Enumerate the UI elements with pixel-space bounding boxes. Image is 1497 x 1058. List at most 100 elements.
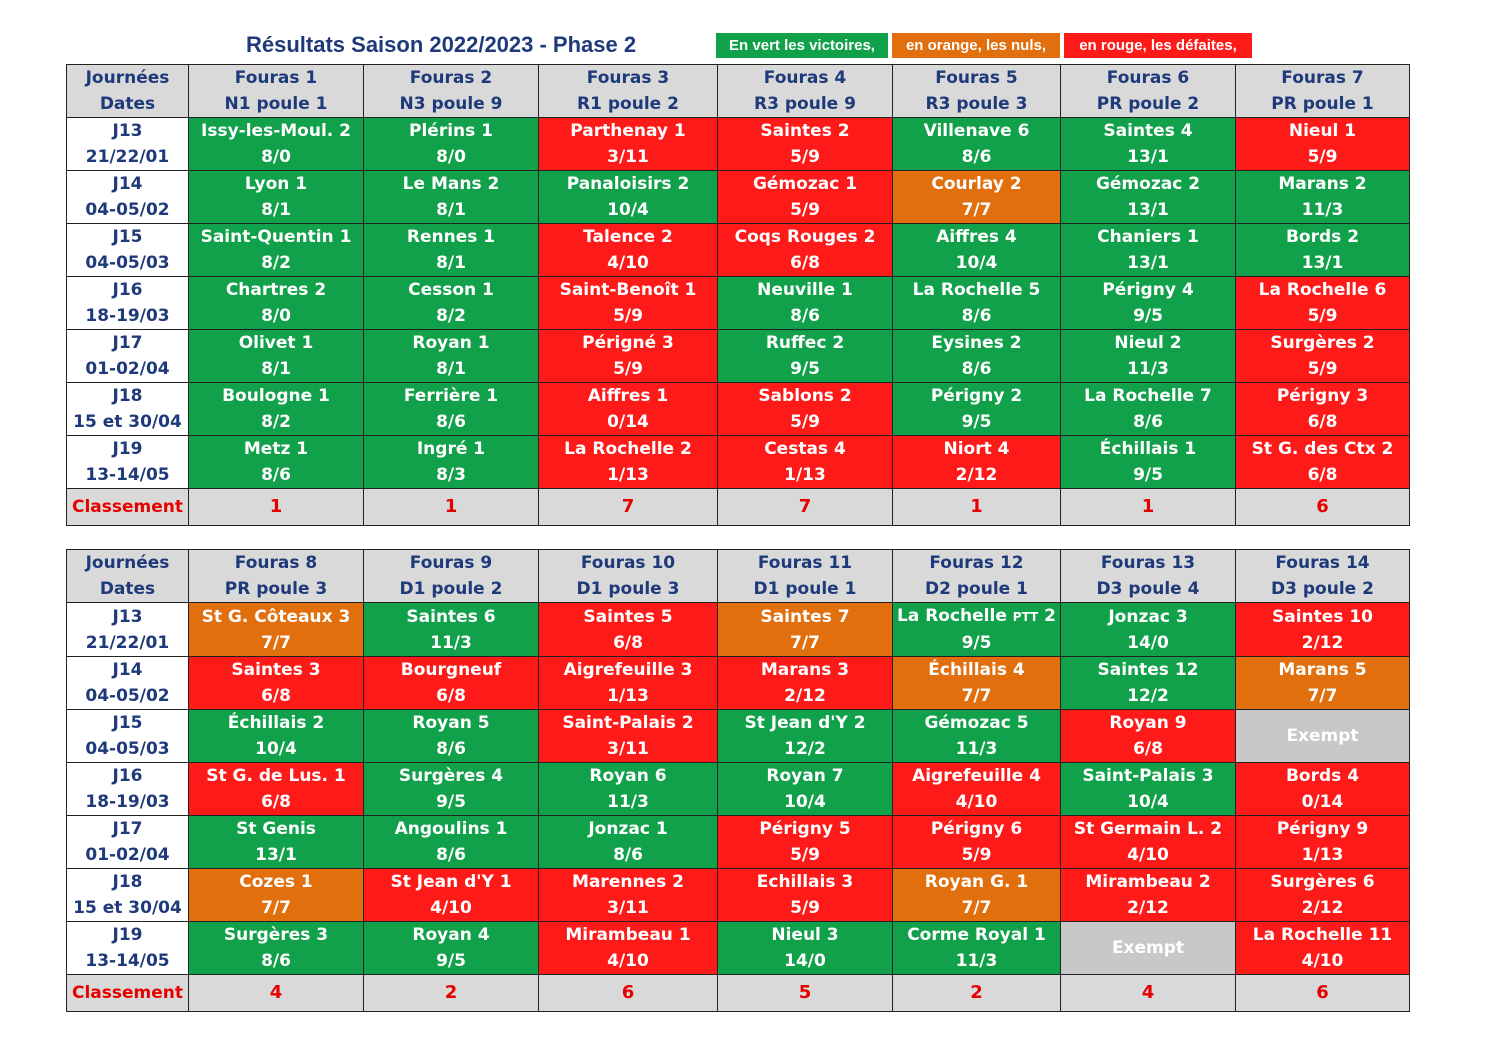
opponent-name: Marans 5 bbox=[1278, 660, 1367, 680]
opponent-name-main: La Rochelle bbox=[896, 606, 1013, 626]
match-score: 8/3 bbox=[436, 465, 466, 485]
match-score: 10/4 bbox=[784, 792, 826, 812]
day-number: J14 bbox=[112, 174, 143, 194]
ranking-row: Classement 4 2 6 5 2 4 6 bbox=[66, 974, 1410, 1012]
match-score: 6/8 bbox=[436, 686, 466, 706]
team-name: Fouras 7 bbox=[1281, 68, 1364, 88]
opponent-name: Saintes 2 bbox=[760, 121, 850, 141]
legend-losses: en rouge, les défaites, bbox=[1064, 33, 1252, 58]
team-division: N3 poule 9 bbox=[399, 94, 503, 114]
match-cell: St G. des Ctx 2 6/8 bbox=[1235, 435, 1410, 489]
day-date: 13-14/05 bbox=[85, 465, 170, 485]
team-header: Fouras 4 R3 poule 9 bbox=[717, 64, 893, 118]
team-header: Fouras 10 D1 poule 3 bbox=[538, 549, 718, 603]
day-number: J16 bbox=[112, 766, 143, 786]
match-score: 9/5 bbox=[790, 359, 820, 379]
match-cell: Saintes 5 6/8 bbox=[538, 602, 718, 657]
match-score: 10/4 bbox=[1127, 792, 1169, 812]
opponent-name: Échillais 4 bbox=[928, 660, 1025, 680]
team-name: Fouras 4 bbox=[763, 68, 847, 88]
opponent-name: Mirambeau 2 bbox=[1085, 872, 1211, 892]
match-score: 4/10 bbox=[430, 898, 472, 918]
match-score: 13/1 bbox=[1301, 253, 1344, 273]
match-cell: Saintes 2 5/9 bbox=[717, 117, 893, 171]
match-score: 7/7 bbox=[261, 898, 291, 918]
day-date: 04-05/03 bbox=[85, 253, 170, 273]
day-cell: J15 04-05/03 bbox=[66, 709, 189, 763]
ranking-label: Classement bbox=[66, 974, 189, 1012]
match-cell: Aiffres 1 0/14 bbox=[538, 382, 718, 436]
match-score: 3/11 bbox=[607, 898, 649, 918]
ranking-value: 6 bbox=[538, 974, 718, 1012]
match-score: 5/9 bbox=[613, 306, 643, 326]
team-division: PR poule 1 bbox=[1271, 94, 1374, 114]
table-row: J19 13-14/05 Surgères 3 8/6 Royan 4 9/5 Miramb… bbox=[66, 921, 1410, 975]
day-cell: J17 01-02/04 bbox=[66, 815, 189, 869]
title-row: Résultats Saison 2022/2023 - Phase 2 En … bbox=[0, 31, 1497, 59]
match-cell: La Rochelle 11 4/10 bbox=[1235, 921, 1410, 975]
opponent-name: Surgères 6 bbox=[1270, 872, 1375, 892]
match-cell: St G. Côteaux 3 7/7 bbox=[188, 602, 364, 657]
day-date: 18-19/03 bbox=[85, 306, 170, 326]
match-cell: Périgny 9 1/13 bbox=[1235, 815, 1410, 869]
opponent-name: Bords 2 bbox=[1285, 227, 1360, 247]
match-score: 8/1 bbox=[436, 200, 466, 220]
team-division: R3 poule 9 bbox=[754, 94, 856, 114]
opponent-name: Ingré 1 bbox=[416, 439, 486, 459]
match-cell: Royan 5 8/6 bbox=[363, 709, 539, 763]
match-cell: Périgny 2 9/5 bbox=[892, 382, 1061, 436]
header-journees-label: Journées bbox=[85, 68, 170, 88]
day-number: J13 bbox=[112, 121, 143, 141]
opponent-name: Royan G. 1 bbox=[924, 872, 1029, 892]
match-score: 5/9 bbox=[790, 200, 820, 220]
header-row: Journées Dates Fouras 1 N1 poule 1 Fouras 2 N… bbox=[66, 64, 1410, 118]
match-cell: Angoulins 1 8/6 bbox=[363, 815, 539, 869]
match-cell: Mirambeau 2 2/12 bbox=[1060, 868, 1236, 922]
match-cell: Metz 1 8/6 bbox=[188, 435, 364, 489]
match-score: 10/4 bbox=[955, 253, 998, 273]
match-cell: Issy-les-Moul. 2 8/0 bbox=[188, 117, 364, 171]
match-cell: Chaniers 1 13/1 bbox=[1060, 223, 1236, 277]
match-score: 7/7 bbox=[961, 898, 992, 918]
opponent-name: Nieul 2 bbox=[1114, 333, 1182, 353]
day-date: 15 et 30/04 bbox=[73, 412, 182, 432]
table-row: J18 15 et 30/04 Boulogne 1 8/2 Ferrière 1 8/6… bbox=[66, 382, 1410, 436]
opponent-name: Le Mans 2 bbox=[402, 174, 500, 194]
match-cell: St G. de Lus. 1 6/8 bbox=[188, 762, 364, 816]
day-date: 21/22/01 bbox=[85, 632, 170, 653]
match-score: 8/6 bbox=[613, 845, 643, 865]
match-score: 9/5 bbox=[1133, 306, 1163, 326]
match-cell: Le Mans 2 8/1 bbox=[363, 170, 539, 224]
match-cell: La Rochelle 2 1/13 bbox=[538, 435, 718, 489]
match-score: 8/0 bbox=[261, 306, 291, 326]
opponent-name: St G. Côteaux 3 bbox=[201, 606, 351, 627]
opponent-name: Parthenay 1 bbox=[570, 121, 686, 141]
match-cell: Bords 4 0/14 bbox=[1235, 762, 1410, 816]
ranking-value: 7 bbox=[717, 488, 893, 526]
header-journees-label: Journées bbox=[85, 553, 170, 573]
match-score: 9/5 bbox=[1133, 465, 1163, 485]
team-header: Fouras 2 N3 poule 9 bbox=[363, 64, 539, 118]
ranking-value: 1 bbox=[892, 488, 1061, 526]
team-division: D3 poule 2 bbox=[1271, 579, 1374, 599]
ranking-value: 2 bbox=[363, 974, 539, 1012]
opponent-name: Périgny 2 bbox=[930, 386, 1023, 406]
opponent-name: Ferrière 1 bbox=[403, 386, 499, 406]
page-title: Résultats Saison 2022/2023 - Phase 2 bbox=[246, 32, 637, 57]
opponent-name: Chartres 2 bbox=[225, 280, 327, 300]
match-cell: Saint-Palais 2 3/11 bbox=[538, 709, 718, 763]
match-score: 7/7 bbox=[961, 686, 992, 706]
opponent-name: Saintes 3 bbox=[231, 660, 321, 680]
match-score: 4/10 bbox=[1127, 845, 1169, 865]
match-cell: Cozes 1 7/7 bbox=[188, 868, 364, 922]
match-score: 5/9 bbox=[1307, 306, 1338, 326]
match-cell: St Germain L. 2 4/10 bbox=[1060, 815, 1236, 869]
match-score: 6/8 bbox=[261, 792, 291, 812]
match-cell: Talence 2 4/10 bbox=[538, 223, 718, 277]
match-score: 8/1 bbox=[261, 200, 291, 220]
match-cell: Saintes 7 7/7 bbox=[717, 602, 893, 657]
match-cell: Saint-Palais 3 10/4 bbox=[1060, 762, 1236, 816]
results-table-2: Journées Dates Fouras 8 PR poule 3 Fouras 9 D… bbox=[66, 549, 1410, 1012]
match-score: 11/3 bbox=[955, 739, 998, 759]
day-number: J18 bbox=[112, 386, 143, 406]
